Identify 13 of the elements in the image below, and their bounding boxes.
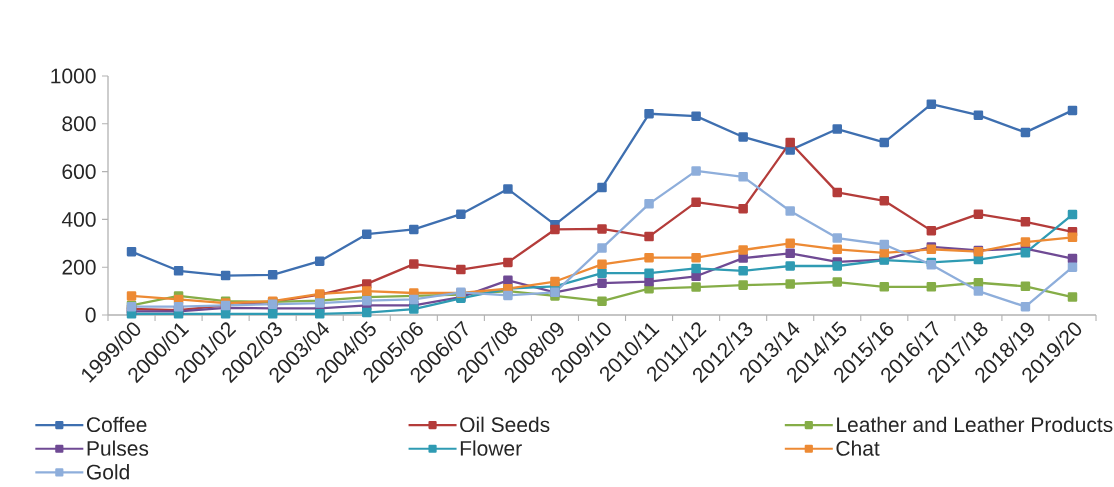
y-tick-label: 200 <box>62 259 96 275</box>
y-tick-label: 0 <box>85 307 96 323</box>
y-tick-label: 400 <box>61 211 96 227</box>
y-tick-label: 1000 <box>51 68 96 84</box>
legend-label: Coffee <box>86 416 147 433</box>
legend-label: Oil Seeds <box>460 416 550 433</box>
y-tick-label: 800 <box>62 116 96 132</box>
legend-label: Gold <box>86 464 129 480</box>
legend-label: Leather and Leather Products <box>837 416 1113 433</box>
legend-label: Flower <box>460 440 522 456</box>
legend-label: Chat <box>836 440 880 456</box>
legend-label: Pulses <box>87 440 149 456</box>
y-tick-label: 600 <box>62 164 96 180</box>
